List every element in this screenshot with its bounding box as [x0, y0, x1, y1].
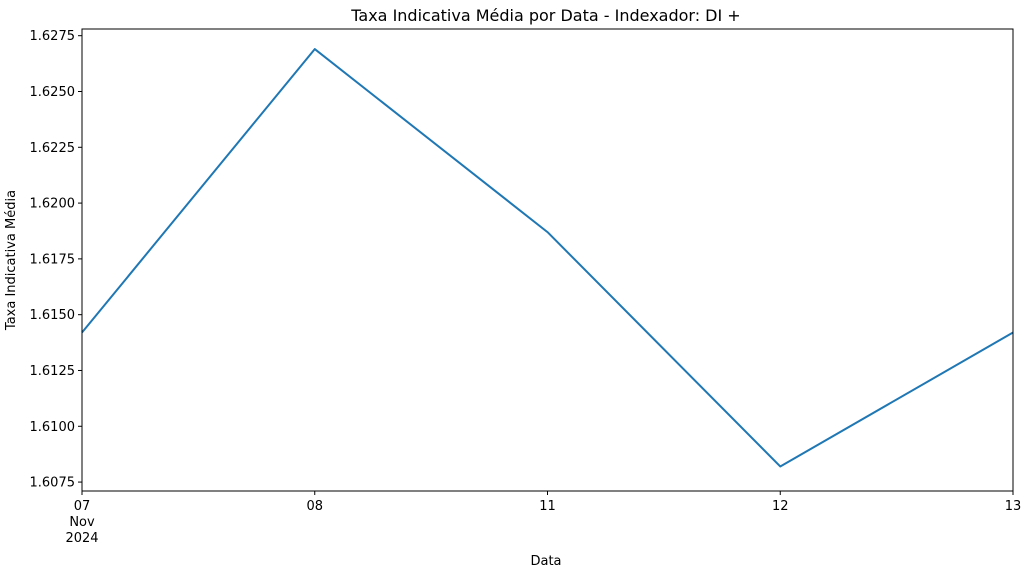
y-axis: 1.6075 1.6100 1.6125 1.6150 1.6175 1.6200 1.62… — [30, 29, 82, 491]
x-tick-label: 08 — [306, 499, 323, 514]
x-tick-label: 2024 — [65, 531, 98, 546]
series-line — [81, 48, 1014, 468]
x-tick-label: Nov — [69, 515, 95, 530]
x-axis-label: Data — [530, 554, 561, 569]
y-tick-label: 1.6150 — [30, 308, 76, 323]
series-layer — [81, 48, 1014, 468]
y-tick-label: 1.6225 — [30, 141, 76, 156]
y-tick-label: 1.6100 — [30, 420, 76, 435]
y-axis-label: Taxa Indicativa Média — [4, 190, 19, 331]
x-tick-label: 11 — [539, 499, 556, 514]
chart-title: Taxa Indicativa Média por Data - Indexad… — [350, 6, 740, 25]
y-tick-label: 1.6175 — [30, 252, 76, 267]
x-tick-label: 13 — [1005, 499, 1022, 514]
x-tick-label: 12 — [772, 499, 789, 514]
y-tick-label: 1.6275 — [30, 29, 76, 44]
y-tick-label: 1.6200 — [30, 197, 76, 212]
y-tick-label: 1.6075 — [30, 476, 76, 491]
x-tick-label: 07 — [74, 499, 91, 514]
plot-frame — [81, 28, 1014, 492]
y-tick-label: 1.6250 — [30, 85, 76, 100]
y-tick-label: 1.6125 — [30, 364, 76, 379]
